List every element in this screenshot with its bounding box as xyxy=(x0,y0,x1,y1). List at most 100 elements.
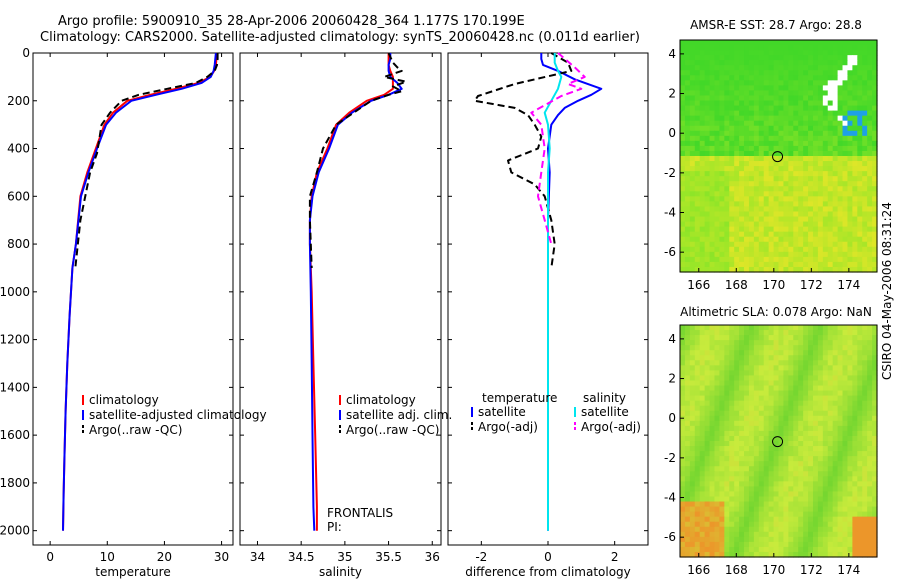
heatmap-cell xyxy=(788,196,794,202)
heatmap-cell xyxy=(867,541,873,548)
heatmap-cell xyxy=(753,201,760,208)
heatmap-cell xyxy=(842,261,849,268)
heatmap-cell xyxy=(719,536,725,543)
heatmap-cell xyxy=(837,390,844,397)
heatmap-cell xyxy=(719,551,725,558)
heatmap-cell xyxy=(680,355,686,361)
heatmap-cell xyxy=(729,171,735,177)
heatmap-cell xyxy=(867,340,873,346)
heatmap-cell xyxy=(694,50,701,56)
heatmap-cell xyxy=(729,120,735,127)
heatmap-cell xyxy=(699,196,706,202)
heatmap-cell xyxy=(714,266,720,273)
heatmap-cell xyxy=(763,516,770,523)
heatmap-cell xyxy=(867,176,873,182)
heatmap-cell xyxy=(837,325,844,331)
heatmap-cell xyxy=(739,90,745,97)
heatmap-cell xyxy=(719,156,725,162)
heatmap-cell xyxy=(758,541,765,548)
heatmap-cell xyxy=(778,390,785,397)
sla-map-heatmap-cells xyxy=(680,325,878,558)
heatmap-cell xyxy=(793,40,799,46)
heatmap-cell xyxy=(729,546,735,553)
heatmap-cell xyxy=(842,385,849,392)
heatmap-cell xyxy=(768,380,775,387)
heatmap-cell xyxy=(798,340,804,346)
heatmap-cell xyxy=(748,241,755,248)
heatmap-cell xyxy=(872,171,878,177)
heatmap-cell xyxy=(788,536,794,543)
heatmap-cell xyxy=(709,385,716,392)
heatmap-cell xyxy=(793,60,799,66)
heatmap-cell xyxy=(793,496,799,503)
heatmap-cell xyxy=(857,451,863,457)
heatmap-cell xyxy=(719,75,725,81)
heatmap-cell xyxy=(852,330,858,336)
heatmap-cell xyxy=(783,216,789,223)
heatmap-cell xyxy=(699,201,706,208)
heatmap-cell xyxy=(862,261,868,268)
heatmap-cell xyxy=(847,115,853,122)
heatmap-cell xyxy=(817,325,824,331)
heatmap-cell xyxy=(852,236,858,243)
heatmap-cell xyxy=(729,206,735,213)
heatmap-cell xyxy=(867,430,873,437)
heatmap-cell xyxy=(699,330,706,336)
heatmap-cell xyxy=(793,241,799,248)
heatmap-cell xyxy=(842,191,849,197)
heatmap-cell xyxy=(753,430,760,437)
heatmap-cell xyxy=(734,181,740,187)
heatmap-cell xyxy=(758,115,765,122)
heatmap-cell xyxy=(739,216,745,223)
heatmap-cell xyxy=(719,70,725,76)
heatmap-cell xyxy=(694,95,701,102)
heatmap-cell xyxy=(817,65,824,71)
heatmap-cell xyxy=(812,261,819,268)
heatmap-cell xyxy=(763,536,770,543)
heatmap-cell xyxy=(744,246,750,253)
heatmap-cell xyxy=(709,400,716,407)
heatmap-cell xyxy=(763,340,770,346)
heatmap-cell xyxy=(862,100,868,107)
heatmap-cell xyxy=(847,125,853,132)
heatmap-cell xyxy=(709,541,716,548)
temperature-series-line-1 xyxy=(62,52,217,531)
heatmap-cell xyxy=(680,231,686,238)
heatmap-cell xyxy=(812,370,819,377)
heatmap-cell xyxy=(803,266,809,273)
heatmap-cell xyxy=(714,335,720,341)
heatmap-cell xyxy=(872,531,878,538)
heatmap-cell xyxy=(694,100,701,107)
heatmap-cell xyxy=(827,241,834,248)
heatmap-cell xyxy=(837,541,844,548)
heatmap-cell xyxy=(832,90,839,97)
heatmap-cell xyxy=(788,350,794,356)
heatmap-cell xyxy=(734,395,740,402)
heatmap-cell xyxy=(837,471,844,477)
heatmap-cell xyxy=(822,95,829,102)
heatmap-cell xyxy=(748,196,755,202)
heatmap-cell xyxy=(773,241,780,248)
heatmap-cell xyxy=(709,491,716,498)
heatmap-cell xyxy=(680,370,686,377)
heatmap-cell xyxy=(763,176,770,182)
heatmap-cell xyxy=(753,325,760,331)
heatmap-cell xyxy=(699,120,706,127)
heatmap-cell xyxy=(714,70,720,76)
heatmap-cell xyxy=(704,191,711,197)
heatmap-cell xyxy=(812,251,819,258)
heatmap-cell xyxy=(812,476,819,482)
temperature-xtick-label: 20 xyxy=(157,550,172,564)
heatmap-cell xyxy=(689,385,696,392)
heatmap-cell xyxy=(689,140,696,147)
heatmap-cell xyxy=(778,256,785,263)
heatmap-cell xyxy=(783,425,789,432)
heatmap-cell xyxy=(872,55,878,61)
heatmap-cell xyxy=(724,360,730,366)
heatmap-cell xyxy=(748,145,755,152)
heatmap-cell xyxy=(699,461,706,467)
heatmap-cell xyxy=(783,171,789,177)
temperature-axes-frame xyxy=(32,52,234,546)
heatmap-cell xyxy=(803,476,809,482)
heatmap-cell xyxy=(724,456,730,462)
